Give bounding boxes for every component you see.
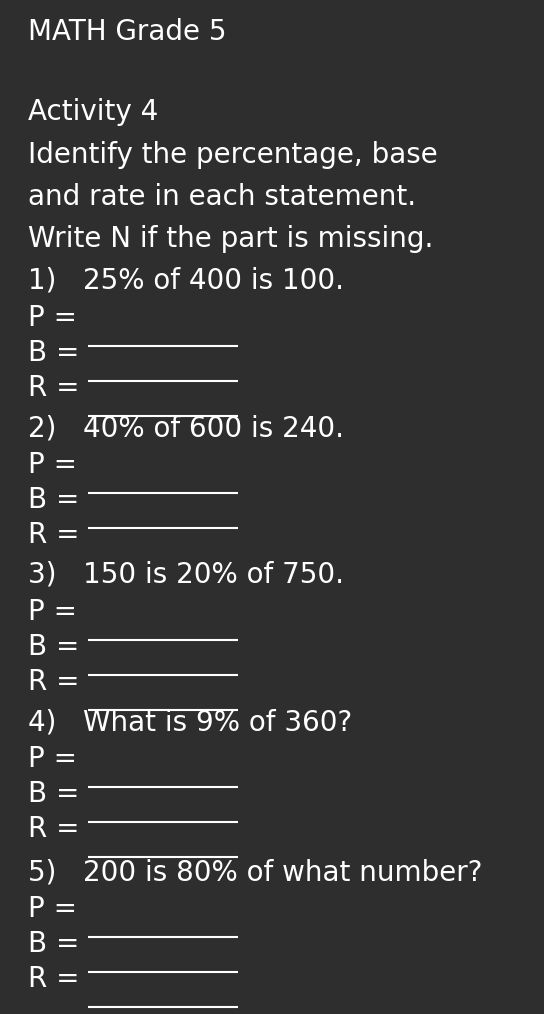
Text: and rate in each statement.: and rate in each statement. <box>28 183 416 211</box>
Text: R =: R = <box>28 374 88 402</box>
Text: 4)   What is 9% of 360?: 4) What is 9% of 360? <box>28 708 353 736</box>
Text: P =: P = <box>28 304 86 332</box>
Text: Write N if the part is missing.: Write N if the part is missing. <box>28 225 434 254</box>
Text: 2)   40% of 600 is 240.: 2) 40% of 600 is 240. <box>28 414 344 442</box>
Text: 3)   150 is 20% of 750.: 3) 150 is 20% of 750. <box>28 561 344 589</box>
Text: R =: R = <box>28 815 88 843</box>
Text: B =: B = <box>28 339 88 367</box>
Text: R =: R = <box>28 668 88 696</box>
Text: R =: R = <box>28 965 88 993</box>
Text: R =: R = <box>28 521 88 549</box>
Text: P =: P = <box>28 598 86 626</box>
Text: Identify the percentage, base: Identify the percentage, base <box>28 141 438 169</box>
Text: B =: B = <box>28 930 88 958</box>
Text: P =: P = <box>28 451 86 479</box>
Text: B =: B = <box>28 633 88 661</box>
Text: B =: B = <box>28 780 88 808</box>
Text: P =: P = <box>28 895 86 923</box>
Text: P =: P = <box>28 745 86 773</box>
Text: B =: B = <box>28 486 88 514</box>
Text: MATH Grade 5: MATH Grade 5 <box>28 18 226 46</box>
Text: 1)   25% of 400 is 100.: 1) 25% of 400 is 100. <box>28 267 344 295</box>
Text: 5)   200 is 80% of what number?: 5) 200 is 80% of what number? <box>28 858 483 886</box>
Text: Activity 4: Activity 4 <box>28 98 158 126</box>
